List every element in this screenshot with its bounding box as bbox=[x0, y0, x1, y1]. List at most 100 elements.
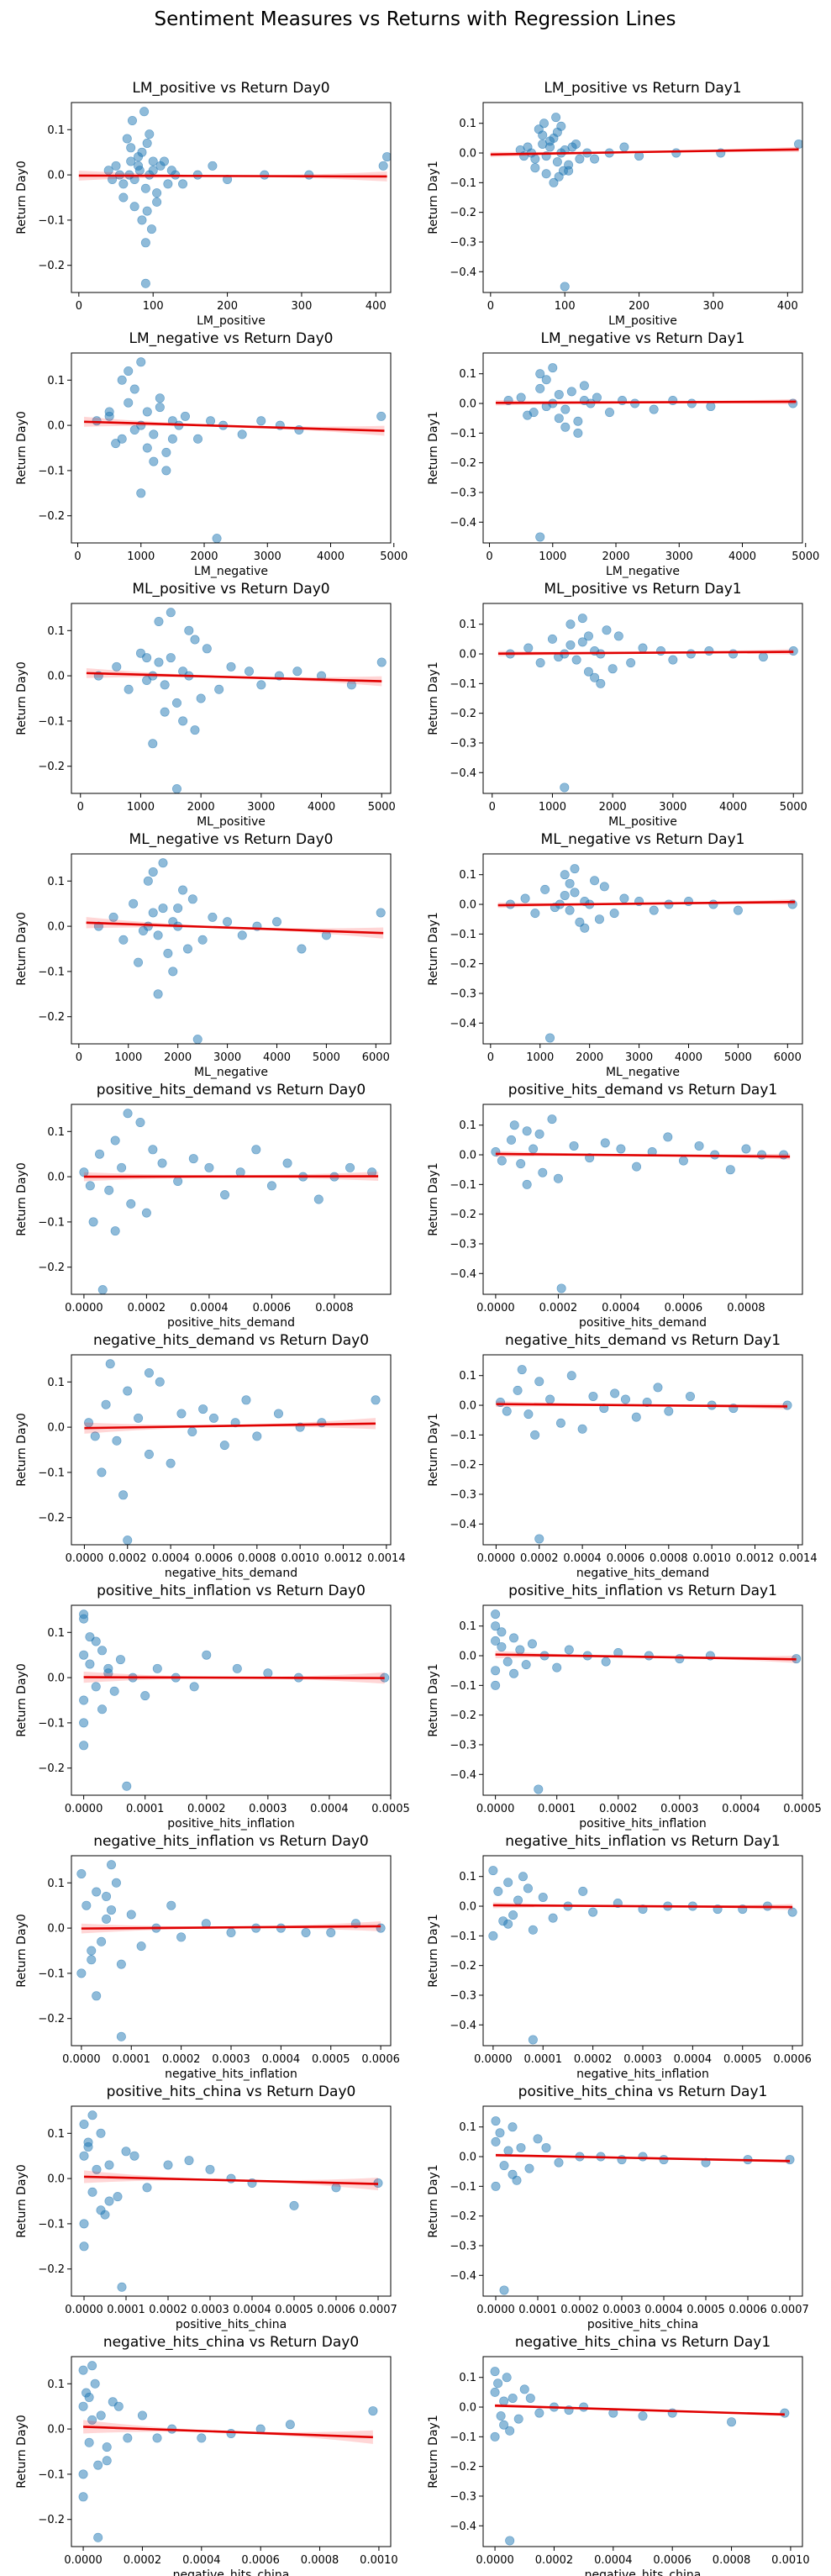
scatter-point bbox=[571, 655, 581, 665]
figure-title: Sentiment Measures vs Returns with Regre… bbox=[155, 8, 676, 30]
scatter-point bbox=[152, 2433, 162, 2443]
axes-frame bbox=[71, 1604, 392, 1796]
scatter-point bbox=[87, 1946, 97, 1956]
x-tick-label: 0.0002 bbox=[149, 2304, 187, 2316]
scatter-point bbox=[530, 163, 540, 173]
axes-frame bbox=[482, 1604, 803, 1796]
plot-area bbox=[86, 608, 387, 793]
scatter-point bbox=[663, 1132, 673, 1142]
scatter-point bbox=[613, 631, 623, 641]
x-tick-label: 0.0000 bbox=[476, 2304, 515, 2316]
scatter-point bbox=[491, 1609, 501, 1620]
scatter-point bbox=[708, 899, 718, 909]
x-tick-label: 1000 bbox=[114, 1051, 142, 1064]
x-tick-label: 0.0000 bbox=[476, 1803, 515, 1815]
scatter-point bbox=[139, 107, 150, 117]
scatter-point bbox=[560, 282, 570, 292]
y-tick-label: 0.1 bbox=[459, 1119, 476, 1132]
x-tick-label: 5000 bbox=[792, 550, 819, 563]
scatter-point bbox=[137, 2410, 147, 2421]
scatter-point bbox=[787, 1907, 797, 1917]
y-tick-label: −0.2 bbox=[38, 2263, 65, 2276]
scatter-point bbox=[368, 2406, 378, 2416]
scatter-point bbox=[694, 1140, 704, 1151]
scatter-point bbox=[534, 2408, 544, 2418]
y-tick-label: 0.1 bbox=[47, 876, 65, 888]
x-axis-label: LM_negative bbox=[194, 565, 268, 578]
scatter-point bbox=[502, 1406, 512, 1416]
y-tick-label: 0.1 bbox=[459, 1871, 476, 1883]
axes-frame bbox=[71, 352, 392, 544]
regression-line bbox=[495, 2404, 785, 2416]
plot-area bbox=[490, 2367, 790, 2546]
scatter-point bbox=[251, 1145, 261, 1155]
scatter-point bbox=[653, 1383, 663, 1393]
subplot-grid: LM_positive vs Return Day0 0 100 200 300 400 −… bbox=[15, 80, 822, 2576]
regression-line bbox=[496, 1403, 788, 1408]
scatter-point bbox=[161, 447, 171, 457]
regression-line bbox=[86, 921, 384, 935]
scatter-point bbox=[522, 1179, 532, 1189]
x-tick-label: 400 bbox=[366, 300, 387, 313]
scatter-point bbox=[196, 693, 206, 703]
axes-frame bbox=[482, 2356, 803, 2547]
scatter-point bbox=[573, 416, 583, 426]
scatter-point bbox=[631, 1412, 641, 1422]
scatter-point bbox=[553, 1173, 563, 1183]
scatter-point bbox=[149, 429, 159, 440]
axes-frame bbox=[482, 1855, 803, 2047]
x-axis-label: positive_hits_china bbox=[176, 2318, 287, 2331]
x-tick-label: 100 bbox=[143, 300, 164, 313]
scatter-point bbox=[184, 625, 194, 635]
scatter-point bbox=[219, 1441, 229, 1451]
scatter-point bbox=[118, 179, 129, 189]
scatter-point bbox=[549, 177, 559, 187]
scatter-point bbox=[142, 2183, 152, 2193]
scatter-point bbox=[178, 179, 188, 189]
scatter-point bbox=[145, 129, 155, 140]
x-tick-label: 200 bbox=[629, 300, 650, 313]
regression-line bbox=[83, 2426, 373, 2439]
scatter-point bbox=[166, 608, 176, 618]
y-tick-label: −0.1 bbox=[450, 177, 476, 190]
y-tick-label: 0.0 bbox=[47, 921, 65, 934]
subplot-title: positive_hits_china vs Return Day1 bbox=[518, 2083, 768, 2100]
scatter-point bbox=[601, 1657, 611, 1667]
y-tick-label: −0.1 bbox=[38, 1467, 65, 1479]
scatter-point bbox=[142, 206, 152, 216]
x-axis-label: LM_positive bbox=[608, 314, 677, 328]
scatter-point bbox=[154, 617, 164, 627]
scatter-point bbox=[91, 1636, 101, 1646]
y-tick-label: 0.0 bbox=[459, 1400, 476, 1413]
x-tick-label: 0.0006 bbox=[317, 2304, 355, 2316]
scatter-point bbox=[497, 1641, 507, 1651]
scatter-point bbox=[644, 1651, 654, 1661]
scatter-point bbox=[158, 903, 168, 914]
regression-line bbox=[81, 1925, 381, 1930]
scatter-point bbox=[110, 1226, 120, 1236]
axes-frame bbox=[482, 603, 803, 794]
subplot-title: negative_hits_inflation vs Return Day1 bbox=[505, 1833, 780, 1850]
y-tick-label: 0.0 bbox=[459, 148, 476, 161]
x-tick-label: 400 bbox=[777, 300, 798, 313]
y-tick-label: −0.3 bbox=[450, 1739, 476, 1752]
axes-frame bbox=[71, 102, 392, 293]
subplot-title: positive_hits_inflation vs Return Day1 bbox=[508, 1583, 777, 1599]
scatter-point bbox=[182, 944, 192, 954]
scatter-point bbox=[109, 1686, 119, 1696]
y-tick-label: 0.0 bbox=[459, 649, 476, 661]
scatter-point bbox=[153, 989, 163, 999]
axes-frame bbox=[482, 853, 803, 1045]
scatter-point bbox=[206, 416, 216, 426]
y-tick-label: −0.1 bbox=[38, 2468, 65, 2481]
scatter-point bbox=[171, 698, 181, 708]
scatter-point bbox=[521, 1660, 531, 1670]
x-tick-label: 4000 bbox=[308, 801, 335, 814]
x-tick-label: 0.0005 bbox=[371, 1803, 410, 1815]
scatter-point bbox=[545, 1394, 555, 1404]
x-axis-label: positive_hits_inflation bbox=[579, 1817, 706, 1831]
scatter-point bbox=[704, 645, 714, 656]
scatter-point bbox=[204, 1162, 214, 1172]
scatter-point bbox=[376, 657, 387, 667]
y-tick-label: −0.2 bbox=[38, 1762, 65, 1775]
